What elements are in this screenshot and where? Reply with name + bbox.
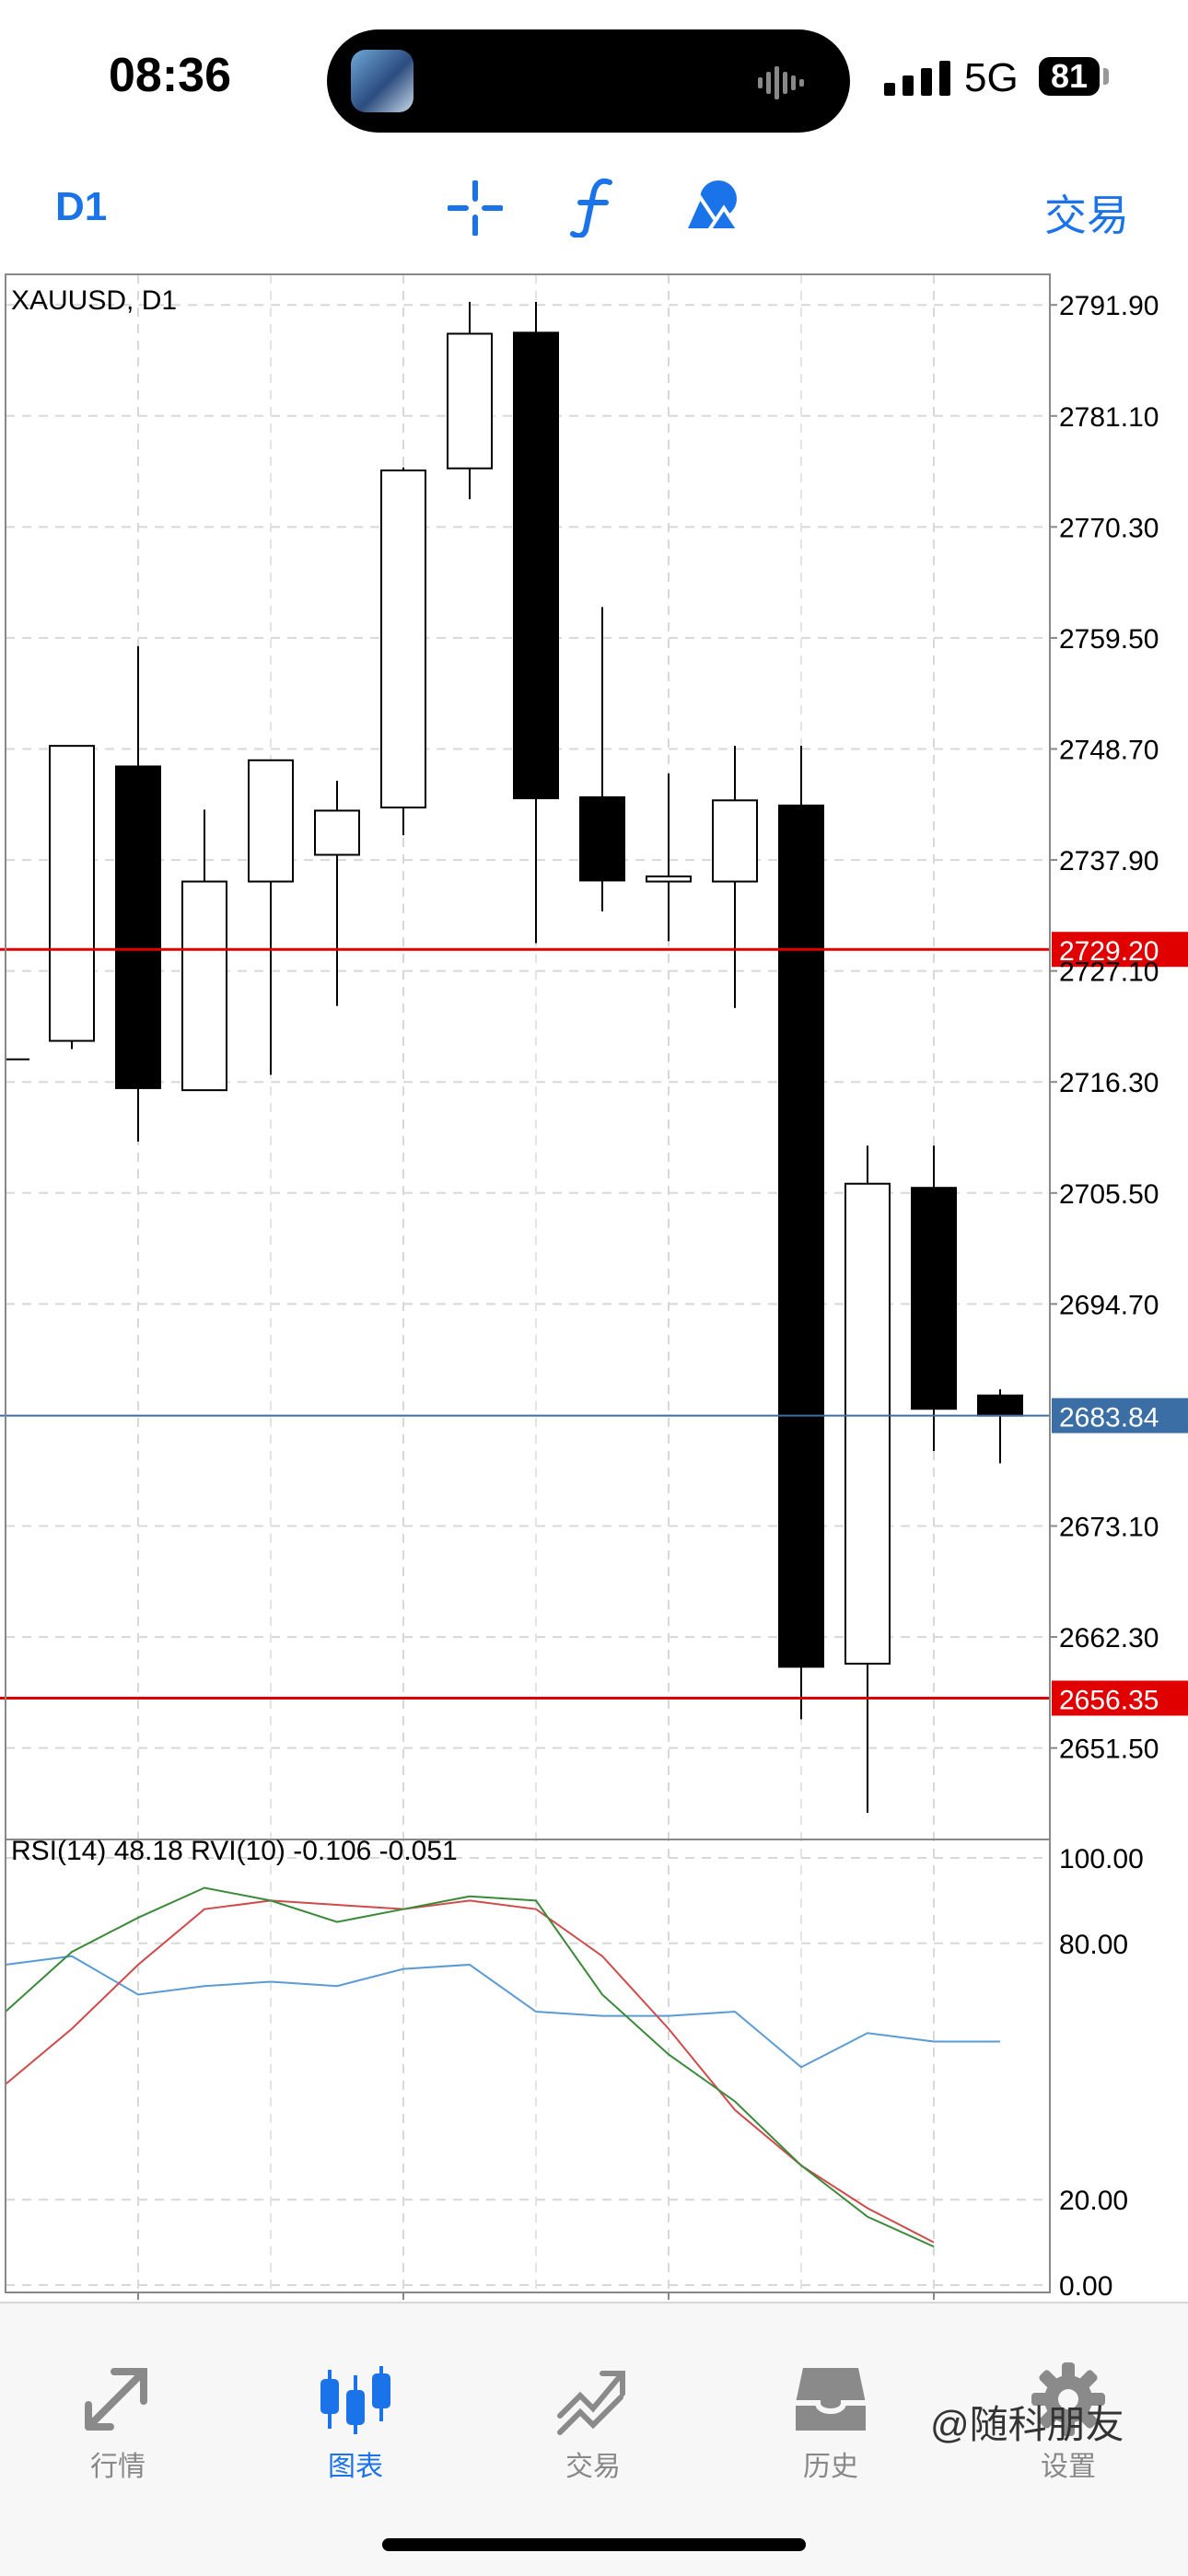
status-time: 08:36 [109,49,231,102]
battery-level: 81 [1039,57,1100,96]
quotes-arrows-icon [85,2368,147,2431]
candle-body[interactable] [579,795,625,882]
price-level-label: 2729.20 [1059,936,1159,967]
trade-link[interactable]: 交易 [1044,191,1129,239]
timeframe-button[interactable]: D1 [55,184,108,229]
function-icon[interactable] [569,177,617,238]
rsi-pane-frame [5,1839,1051,2293]
rsi-tick-label: 80.00 [1059,1930,1128,1960]
watermark: @随科朋友 [930,2403,1124,2446]
trade-trend-icon [557,2371,625,2435]
audio-wave-icon [758,66,804,99]
shapes-icon[interactable] [681,177,742,236]
tab-label: 历史 [803,2452,858,2482]
rsi-tick-label: 100.00 [1059,1844,1144,1874]
candle-body[interactable] [844,1182,891,1665]
price-tick-label: 2705.50 [1059,1179,1159,1210]
price-tick-label: 2770.30 [1059,513,1159,543]
rsi-tick-label: 0.00 [1059,2271,1112,2302]
price-tick-label: 2651.50 [1059,1735,1159,1765]
candle-body[interactable] [778,804,824,1668]
tab-label: 交易 [565,2452,621,2482]
candle-body[interactable] [513,331,559,800]
rsi-tick-label: 20.00 [1059,2186,1128,2216]
tab-label: 设置 [1041,2452,1096,2482]
rsi-title: RSI(14) 48.18 RVI(10) -0.106 -0.051 [11,1836,458,1866]
candle-body[interactable] [646,875,692,883]
current-price-badge [1052,1398,1188,1433]
candle-body[interactable] [115,765,161,1089]
gear-icon [1031,2362,1105,2436]
now-playing-artwork-icon [351,50,413,112]
price-tick-label: 2673.10 [1059,1512,1159,1542]
battery-tip [1103,68,1109,85]
signal-bars-icon [884,61,950,96]
price-tick-label: 2791.90 [1059,291,1159,321]
tab-bar: 行情 图表 交易 历史 [0,2302,1188,2576]
tab-label: 图表 [328,2452,383,2482]
price-tick-label: 2737.90 [1059,846,1159,876]
indicator-series-line [5,1899,935,2244]
dynamic-island[interactable] [327,29,850,133]
home-indicator[interactable] [382,2538,806,2551]
crosshair-icon[interactable] [448,180,503,236]
chart-area[interactable]: 2729.20 2656.35 2683.84 2791.90 2781.10 2770… [0,267,1188,2302]
price-level-badge [1052,1680,1188,1716]
tab-label: 行情 [90,2452,146,2482]
candle-body[interactable] [248,759,294,883]
candle-body[interactable] [380,469,426,809]
price-level-badge [1052,932,1188,968]
price-tick-label: 2727.10 [1059,957,1159,988]
chart-title: XAUUSD, D1 [11,285,177,316]
candle-body[interactable] [181,880,227,1092]
candle-body[interactable] [314,809,360,856]
price-tick-label: 2781.10 [1059,402,1159,433]
price-tick-label: 2694.70 [1059,1290,1159,1320]
price-tick-label: 2748.70 [1059,735,1159,765]
price-tick-label: 2716.30 [1059,1068,1159,1098]
indicator-series-line [5,1886,935,2248]
candle-body[interactable] [447,332,493,470]
candles-chart-icon [320,2366,390,2434]
candle-body[interactable] [712,799,758,883]
network-type: 5G [964,55,1019,100]
candle-body[interactable] [911,1187,957,1410]
price-tick-label: 2759.50 [1059,624,1159,655]
candle-body[interactable] [977,1394,1023,1417]
current-price-label: 2683.84 [1059,1403,1159,1433]
history-inbox-icon [796,2368,866,2431]
price-tick-label: 2662.30 [1059,1623,1159,1654]
candle-body[interactable] [49,745,95,1042]
price-level-label: 2656.35 [1059,1685,1159,1715]
indicator-series-line [5,1955,1000,2069]
